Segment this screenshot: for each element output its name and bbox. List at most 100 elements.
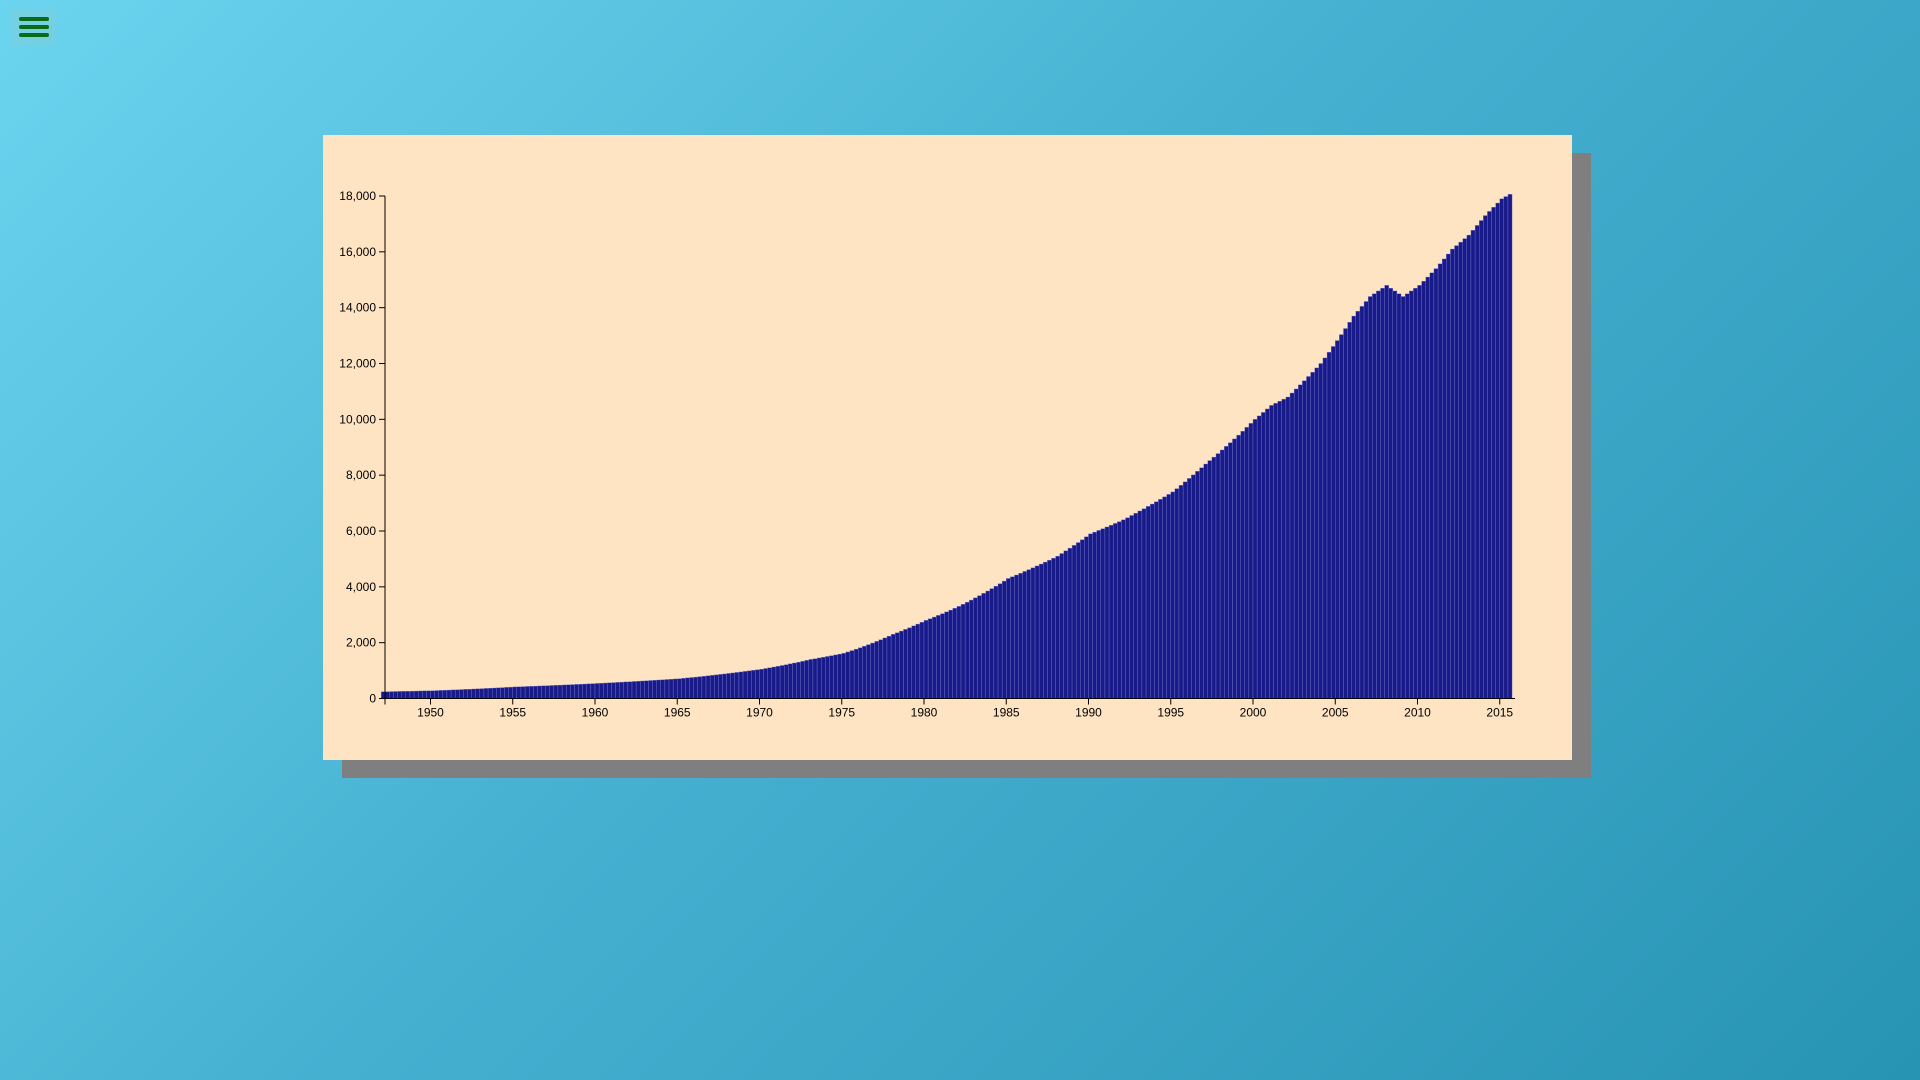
bar — [644, 680, 649, 699]
bar — [1289, 392, 1295, 699]
bar — [1018, 573, 1023, 699]
bar — [409, 690, 415, 699]
bar — [537, 685, 542, 699]
bar — [779, 665, 785, 699]
bar — [450, 689, 456, 699]
bar — [479, 688, 485, 699]
bar — [923, 620, 929, 699]
bar — [1487, 211, 1492, 699]
bar — [1441, 258, 1447, 699]
chart-panel: 0 2,000 4,000 6,000 8,000 10,000 12,000 14,000 1… — [323, 135, 1572, 760]
bar — [1133, 513, 1139, 699]
bar — [1363, 301, 1369, 699]
bar — [459, 689, 464, 699]
bar — [611, 682, 616, 699]
bar — [932, 616, 937, 699]
bar — [557, 684, 563, 699]
bar — [533, 685, 538, 699]
bar — [1359, 306, 1365, 699]
hamburger-menu-icon[interactable] — [12, 10, 56, 46]
bar — [1051, 557, 1056, 699]
bar — [1080, 539, 1085, 699]
bar — [751, 670, 756, 699]
bar — [755, 669, 760, 699]
bar — [973, 597, 978, 699]
bar — [1474, 225, 1480, 699]
bar — [1372, 293, 1377, 699]
bar — [553, 685, 559, 699]
bar — [582, 683, 587, 699]
x-tick-label: 1980 — [911, 706, 938, 720]
bar — [496, 687, 501, 699]
bar — [516, 686, 522, 699]
bar — [1318, 363, 1324, 699]
bar — [985, 590, 990, 699]
bar — [792, 662, 797, 699]
bar — [1191, 474, 1196, 699]
bar — [1071, 545, 1077, 699]
bar — [1141, 508, 1147, 699]
bar — [1265, 408, 1270, 699]
bar — [1384, 285, 1389, 699]
bar — [648, 680, 653, 699]
bar — [652, 680, 657, 699]
bar — [1273, 403, 1278, 699]
bar — [878, 639, 884, 699]
bar — [434, 690, 439, 699]
bar — [426, 690, 431, 699]
bar — [1417, 285, 1422, 699]
bar — [1170, 491, 1176, 699]
bar — [541, 685, 546, 699]
bar — [1462, 238, 1468, 699]
bar — [1244, 427, 1250, 699]
bar — [1409, 290, 1414, 699]
bar — [693, 676, 698, 699]
bar — [1112, 523, 1118, 699]
bar — [1339, 334, 1344, 699]
bar — [566, 684, 571, 699]
bar — [956, 606, 962, 699]
bar — [1285, 396, 1291, 699]
bar — [623, 681, 629, 699]
bar — [475, 688, 481, 699]
bar — [1252, 419, 1258, 699]
bar — [1355, 311, 1361, 699]
bar — [504, 687, 509, 699]
bar — [1269, 405, 1274, 699]
bar — [672, 678, 678, 699]
bar — [853, 648, 859, 699]
bar — [1302, 380, 1307, 699]
bar — [1396, 293, 1402, 699]
bar — [1178, 485, 1184, 699]
bar — [1162, 496, 1167, 699]
bar — [1203, 463, 1208, 699]
y-tick-label: 14,000 — [339, 301, 376, 315]
bar — [640, 680, 645, 699]
x-tick-label: 1975 — [828, 706, 855, 720]
bar — [825, 656, 830, 699]
bar — [808, 659, 814, 699]
bar — [385, 691, 390, 699]
bar — [940, 613, 945, 699]
bar — [1067, 547, 1073, 699]
bar — [1351, 315, 1356, 699]
bar — [1466, 234, 1472, 699]
bar — [1224, 446, 1229, 699]
bar — [1499, 198, 1505, 699]
bar — [771, 666, 777, 699]
bar — [1195, 471, 1200, 699]
bar — [960, 604, 966, 699]
bar — [1306, 376, 1311, 699]
bar — [1001, 580, 1007, 699]
bar — [685, 677, 690, 699]
bar — [1322, 357, 1328, 699]
bar — [804, 660, 810, 699]
bar — [964, 602, 970, 699]
bar — [1010, 576, 1015, 699]
bar — [837, 653, 842, 699]
bar — [1215, 453, 1221, 699]
bar — [742, 671, 748, 699]
bar — [1047, 559, 1052, 699]
bar — [1454, 245, 1459, 699]
bar — [1376, 290, 1381, 699]
